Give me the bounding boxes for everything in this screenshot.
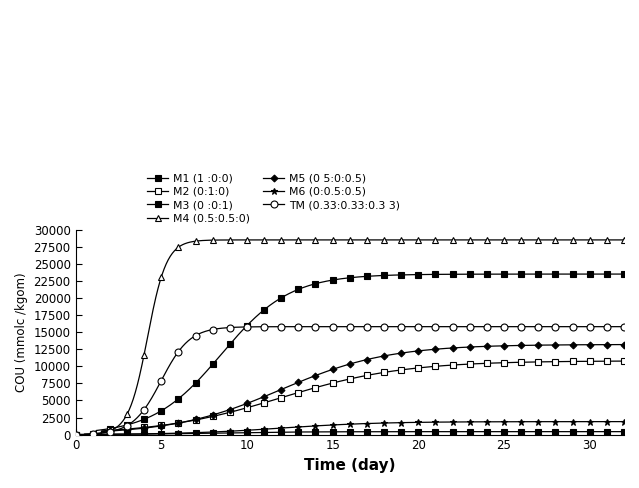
Legend: M1 (1 :0:0), M2 (0:1:0), M3 (0 :0:1), M4 (0.5:0.5:0), M5 (0 5:0:0.5), M6 (0:0.5:: M1 (1 :0:0), M2 (0:1:0), M3 (0 :0:1), M4… [147,174,400,224]
Y-axis label: COU (mmolc /kgom): COU (mmolc /kgom) [15,272,28,392]
X-axis label: Time (day): Time (day) [304,458,396,473]
